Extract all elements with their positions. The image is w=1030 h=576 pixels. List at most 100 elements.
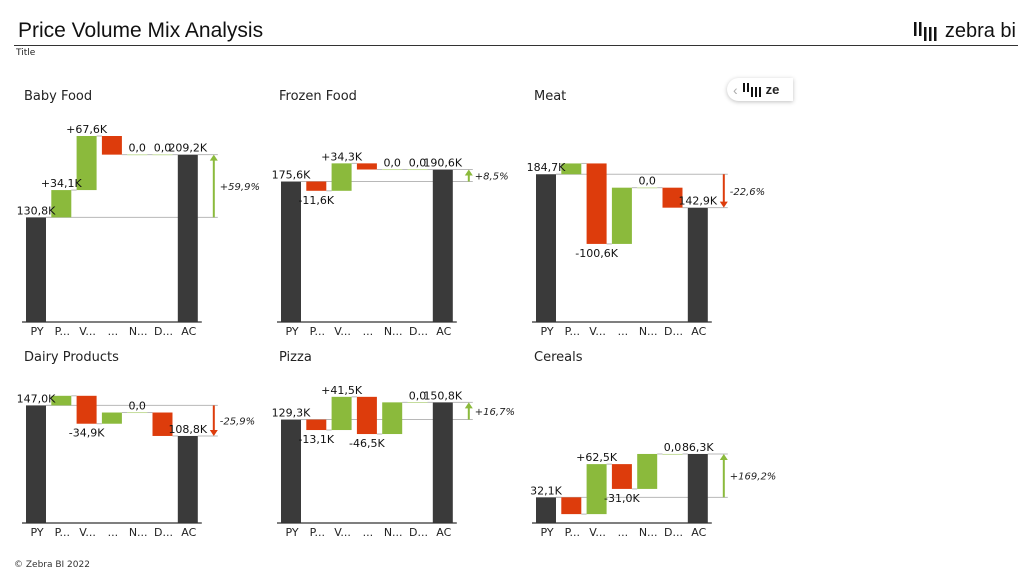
bar-total: [177, 154, 198, 322]
bar-negative: [611, 464, 632, 489]
data-label: 0,0: [128, 142, 146, 155]
data-label: -31,0K: [604, 492, 640, 505]
category-label: AC: [436, 526, 451, 539]
bar-positive: [127, 154, 148, 156]
category-label: D...: [664, 526, 683, 539]
bar-negative: [356, 163, 377, 170]
bar-total: [687, 453, 708, 523]
data-label: +67,6K: [66, 123, 108, 136]
bar-positive: [76, 136, 97, 191]
title-divider: [14, 45, 1018, 46]
bar-positive: [637, 453, 658, 489]
category-label: AC: [691, 526, 706, 539]
category-label: ...: [108, 526, 119, 539]
variance-arrowhead-icon: [719, 201, 728, 208]
data-label: 0,0: [664, 441, 682, 454]
category-label: D...: [409, 526, 428, 539]
category-label: P...: [310, 526, 325, 539]
logo-text: zebra bi: [944, 20, 1016, 42]
chart-title: Cereals: [534, 350, 583, 365]
category-label: P...: [310, 325, 325, 338]
bar-negative: [586, 163, 607, 244]
copyright: © Zebra BI 2022: [14, 560, 90, 570]
category-label: AC: [181, 325, 196, 338]
popup-logo-text: ze: [765, 82, 780, 97]
bar-negative: [662, 187, 683, 208]
bar-negative: [356, 396, 377, 435]
data-label: 0,0: [128, 400, 146, 413]
data-label: 108,8K: [168, 423, 207, 436]
category-label: PY: [285, 526, 298, 539]
page-title: Price Volume Mix Analysis: [18, 19, 264, 42]
data-label: +62,5K: [576, 451, 618, 464]
data-label: 32,1K: [530, 484, 562, 497]
data-label: 209,2K: [168, 142, 207, 155]
data-label: -34,9K: [69, 427, 105, 440]
data-label: 147,0K: [17, 392, 56, 405]
category-label: PY: [540, 325, 553, 338]
bar-total: [536, 174, 556, 322]
variance-label: +8,5%: [475, 172, 509, 183]
category-label: ...: [618, 325, 629, 338]
category-label: AC: [691, 325, 706, 338]
chevron-left-icon[interactable]: ‹: [733, 81, 738, 98]
bar-positive: [611, 187, 632, 244]
category-label: N...: [129, 325, 148, 338]
data-label: -46,5K: [349, 437, 385, 450]
category-label: P...: [55, 325, 70, 338]
bar-negative: [152, 412, 173, 436]
data-label: 0,0: [638, 175, 656, 188]
data-label: -13,1K: [298, 433, 334, 446]
data-label: 0,0: [409, 389, 427, 402]
zebra-bi-logo: zebra bi: [913, 20, 1016, 43]
data-label: 0,0: [409, 157, 427, 170]
chart-title: Frozen Food: [279, 89, 357, 104]
category-label: V...: [334, 526, 351, 539]
zebra-bi-popup[interactable]: ‹ ze: [727, 78, 793, 101]
bar-negative: [306, 419, 327, 431]
category-label: V...: [79, 325, 96, 338]
data-label: 129,3K: [272, 407, 311, 420]
chart-title: Dairy Products: [24, 350, 119, 365]
data-label: 184,7K: [527, 161, 566, 174]
data-label: 86,3K: [682, 441, 714, 454]
bar-positive: [407, 169, 428, 171]
category-label: ...: [363, 526, 374, 539]
category-label: ...: [108, 325, 119, 338]
data-label: -100,6K: [575, 247, 618, 260]
variance-arrowhead-icon: [719, 453, 728, 460]
category-label: P...: [565, 325, 580, 338]
bar-positive: [101, 412, 122, 424]
category-label: V...: [589, 325, 606, 338]
variance-label: +16,7%: [475, 407, 515, 418]
variance-label: +169,2%: [730, 472, 777, 483]
category-label: N...: [384, 526, 403, 539]
category-label: P...: [55, 526, 70, 539]
category-label: AC: [181, 526, 196, 539]
bar-negative: [101, 136, 122, 155]
category-label: D...: [154, 526, 173, 539]
subtitle: Title: [16, 48, 36, 58]
variance-arrowhead-icon: [464, 169, 473, 176]
bar-positive: [407, 402, 428, 403]
category-label: PY: [540, 526, 553, 539]
bar-total: [281, 419, 301, 523]
category-label: D...: [409, 325, 428, 338]
data-label: +34,3K: [321, 150, 363, 163]
data-label: 190,6K: [423, 157, 462, 170]
data-label: 130,8K: [17, 204, 56, 217]
category-label: PY: [30, 325, 43, 338]
bar-positive: [152, 154, 173, 156]
bar-positive: [637, 187, 658, 189]
data-label: 0,0: [154, 142, 172, 155]
category-label: V...: [589, 526, 606, 539]
bar-positive: [382, 169, 403, 171]
bar-positive: [51, 395, 72, 406]
bar-total: [536, 497, 556, 523]
bar-positive: [331, 396, 352, 431]
category-label: V...: [334, 325, 351, 338]
bar-total: [177, 435, 198, 523]
variance-arrowhead-icon: [209, 154, 218, 161]
bar-total: [26, 217, 46, 322]
